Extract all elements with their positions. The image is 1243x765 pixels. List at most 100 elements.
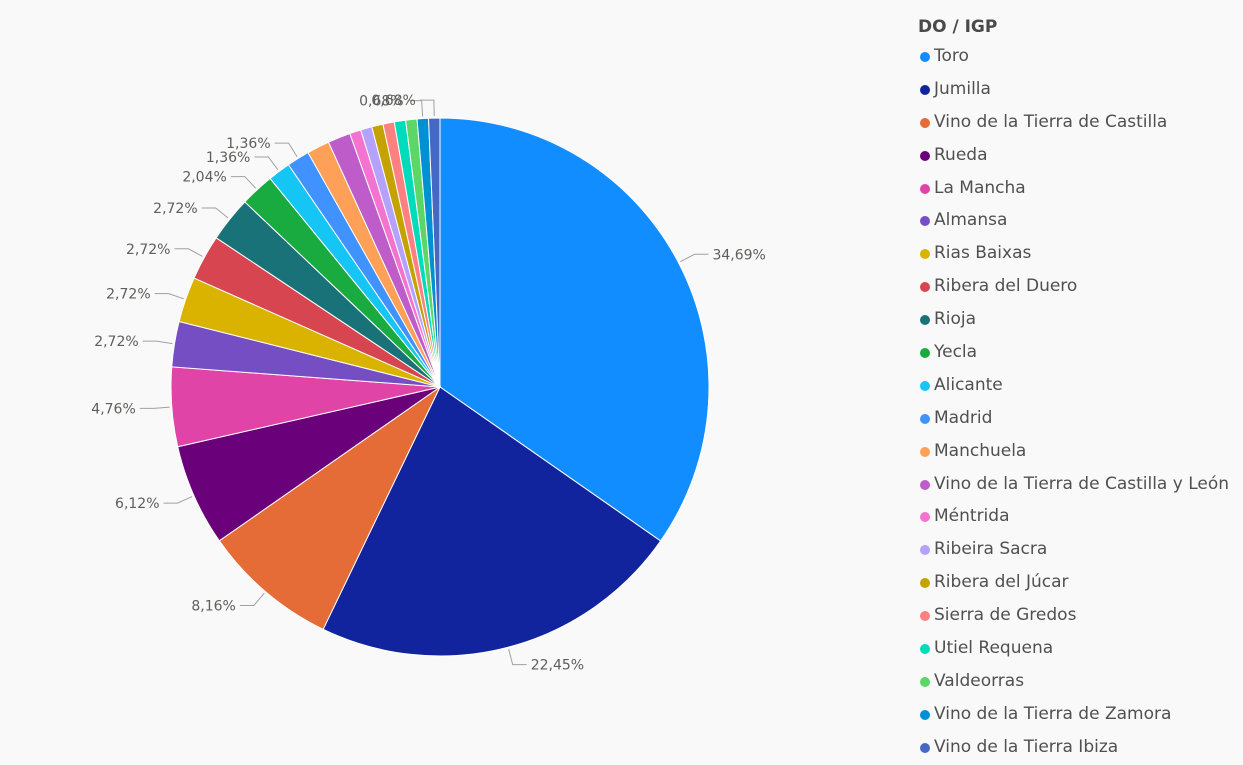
legend-marker: [920, 183, 930, 194]
legend-marker: [920, 117, 930, 128]
legend-label: Madrid: [934, 407, 993, 428]
legend-label: Vino de la Tierra de Castilla y León: [934, 473, 1230, 494]
legend-label: Rias Baixas: [934, 243, 1032, 264]
data-label-rias-baixas: 2,72%: [106, 287, 150, 303]
leader-line-toro: [680, 253, 709, 263]
legend-item-mentrida[interactable]: Méntrida: [918, 500, 1243, 533]
legend-label: Jumilla: [934, 78, 991, 99]
legend-item-rueda[interactable]: Rueda: [918, 139, 1243, 172]
legend-label: Rioja: [934, 309, 977, 330]
legend-item-vino-de-la-tierra-de-castilla-y-leon[interactable]: Vino de la Tierra de Castilla y León: [918, 468, 1243, 501]
legend-marker: [920, 578, 930, 589]
legend-item-jumilla[interactable]: Jumilla: [918, 73, 1243, 106]
legend-item-yecla[interactable]: Yecla: [918, 336, 1243, 369]
leader-line-jumilla: [508, 649, 527, 666]
legend-marker: [920, 512, 930, 523]
legend-item-almansa[interactable]: Almansa: [918, 204, 1243, 237]
legend-label: Almansa: [934, 210, 1008, 231]
legend-item-toro[interactable]: Toro: [918, 40, 1243, 73]
legend-marker: [920, 742, 930, 753]
data-label-toro: 34,69%: [712, 247, 765, 263]
legend-label: La Mancha: [934, 177, 1026, 198]
data-label-madrid: 1,36%: [226, 136, 270, 152]
legend-label: Ribera del Duero: [934, 276, 1078, 297]
legend-items: Toro Jumilla Vino de la Tierra de Castilla…: [918, 40, 1243, 764]
legend-marker: [920, 282, 930, 293]
legend-item-vino-de-la-tierra-de-castilla[interactable]: Vino de la Tierra de Castilla: [918, 106, 1243, 139]
legend-marker: [920, 709, 930, 720]
legend-item-manchuela[interactable]: Manchuela: [918, 435, 1243, 468]
legend-label: Yecla: [934, 342, 978, 363]
legend: DO / IGP Toro Jumilla Vino de la Tierra de…: [918, 14, 1243, 764]
data-label-rioja: 2,72%: [153, 201, 197, 217]
legend-marker: [920, 611, 930, 622]
legend-marker: [920, 644, 930, 655]
legend-item-utiel-requena[interactable]: Utiel Requena: [918, 632, 1243, 665]
legend-label: Sierra de Gredos: [934, 605, 1077, 626]
pie-slice-vino-de-la-tierra-de-castilla[interactable]: [218, 385, 442, 630]
pie-data-labels: 34,69% 22,45% 8,16% 6,12% 4,76% 2,72% 2,72% 2,7…: [91, 93, 766, 674]
leader-line-ribera-del-duero: [174, 248, 203, 257]
legend-item-alicante[interactable]: Alicante: [918, 369, 1243, 402]
leader-line-la-mancha: [139, 406, 170, 409]
legend-item-valdeorras[interactable]: Valdeorras: [918, 665, 1243, 698]
leader-line-yecla: [230, 176, 257, 189]
leader-line-madrid: [274, 142, 298, 158]
legend-marker: [920, 545, 930, 556]
legend-marker: [920, 348, 930, 359]
data-label-almansa: 2,72%: [94, 334, 138, 350]
data-label-jumilla: 22,45%: [531, 658, 584, 674]
legend-label: Toro: [934, 46, 969, 66]
legend-title: DO / IGP: [918, 17, 998, 37]
legend-marker: [920, 52, 930, 62]
pie-slices: [170, 117, 710, 657]
data-label-vino-de-la-tierra-de-zamora: 0,68%: [359, 94, 403, 110]
leader-line-alicante: [254, 156, 279, 171]
legend-marker: [920, 676, 930, 687]
legend-label: Manchuela: [934, 440, 1027, 461]
leader-line-vino-de-la-tierra-de-zamora: [407, 100, 424, 117]
pie-slice-toro[interactable]: [439, 117, 710, 542]
legend-item-ribera-del-duero[interactable]: Ribera del Duero: [918, 270, 1243, 303]
legend-marker: [920, 380, 930, 391]
legend-item-la-mancha[interactable]: La Mancha: [918, 172, 1243, 205]
legend-label: Vino de la Tierra de Castilla: [934, 111, 1168, 132]
pie-plot-area: 34,69% 22,45% 8,16% 6,12% 4,76% 2,72% 2,72% 2,7…: [91, 93, 766, 674]
legend-marker: [920, 413, 930, 424]
legend-marker: [920, 479, 930, 490]
data-label-alicante: 1,36%: [206, 150, 250, 166]
legend-item-vino-de-la-tierra-ibiza[interactable]: Vino de la Tierra Ibiza: [918, 731, 1243, 764]
legend-marker: [920, 315, 930, 326]
leader-line-rueda: [163, 496, 193, 504]
legend-marker: [920, 446, 930, 457]
legend-label: Alicante: [934, 374, 1003, 395]
legend-label: Vino de la Tierra de Zamora: [934, 703, 1172, 724]
legend-item-rioja[interactable]: Rioja: [918, 303, 1243, 336]
pie-slice-jumilla[interactable]: [322, 386, 662, 657]
data-label-yecla: 2,04%: [182, 170, 226, 186]
legend-label: Utiel Requena: [934, 638, 1054, 659]
legend-label: Valdeorras: [934, 670, 1025, 691]
legend-marker: [920, 216, 930, 227]
leader-line-rioja: [201, 207, 229, 219]
legend-item-sierra-de-gredos[interactable]: Sierra de Gredos: [918, 599, 1243, 632]
legend-item-madrid[interactable]: Madrid: [918, 402, 1243, 435]
legend-marker: [920, 84, 930, 95]
leader-line-vino-de-la-tierra-ibiza: [419, 99, 435, 117]
data-label-rueda: 6,12%: [115, 496, 159, 512]
data-label-vino-de-la-tierra-ibiza: 0,68%: [371, 93, 415, 109]
leader-line-almansa: [142, 340, 173, 345]
legend-label: Méntrida: [934, 506, 1010, 527]
legend-label: Vino de la Tierra Ibiza: [934, 736, 1119, 757]
legend-item-ribera-del-jucar[interactable]: Ribera del Júcar: [918, 566, 1243, 599]
data-label-ribera-del-duero: 2,72%: [126, 242, 170, 258]
legend-item-rias-baixas[interactable]: Rias Baixas: [918, 237, 1243, 270]
pie-slice-vino-de-la-tierra-ibiza[interactable]: [427, 117, 441, 388]
legend-marker: [920, 150, 930, 161]
data-label-vino-de-la-tierra-de-castilla: 8,16%: [191, 598, 235, 614]
data-label-la-mancha: 4,76%: [91, 401, 135, 417]
legend-item-ribeira-sacra[interactable]: Ribeira Sacra: [918, 533, 1243, 566]
legend-item-vino-de-la-tierra-de-zamora[interactable]: Vino de la Tierra de Zamora: [918, 698, 1243, 731]
leader-line-rias-baixas: [154, 293, 184, 300]
